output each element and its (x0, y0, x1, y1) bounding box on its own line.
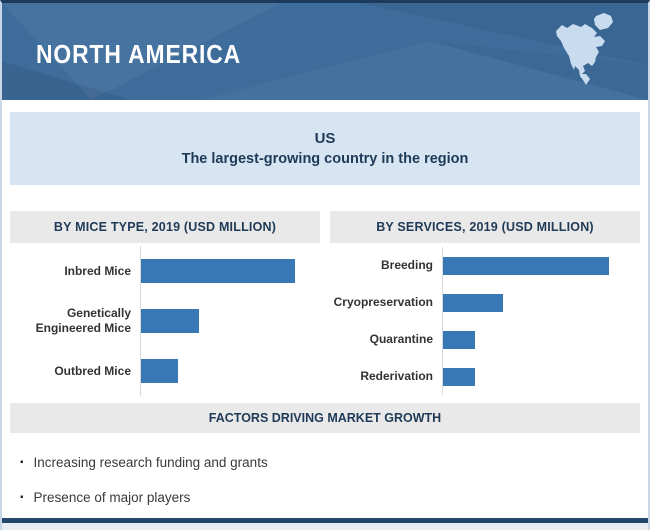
chart-bar-track (140, 346, 312, 396)
chart-category-label: Quarantine (369, 332, 433, 346)
chart-panels-row: BY MICE TYPE, 2019 (USD MILLION) Inbred … (10, 211, 640, 398)
chart-row: Genetically Engineered Mice (10, 296, 312, 346)
mice-type-panel-title: BY MICE TYPE, 2019 (USD MILLION) (10, 211, 320, 243)
chart-row: Breeding (330, 247, 632, 284)
services-bar-chart: Breeding Cryopreservation Quarantine Rederi… (330, 243, 640, 398)
factor-text: Increasing research funding and grants (33, 455, 268, 470)
chart-bar-track (140, 246, 312, 296)
chart-row: Inbred Mice (10, 246, 312, 296)
services-panel: BY SERVICES, 2019 (USD MILLION) Breeding… (330, 211, 640, 398)
mice-type-bar-chart: Inbred Mice Genetically Engineered Mice Ou… (10, 243, 320, 398)
bullet-square-icon: ▪ (20, 492, 24, 503)
chart-row: Outbred Mice (10, 346, 312, 396)
chart-bar (141, 359, 178, 383)
region-title: NORTH AMERICA (36, 39, 242, 69)
chart-category-label: Rederivation (360, 369, 433, 383)
chart-bar (443, 293, 503, 312)
factors-section-title: FACTORS DRIVING MARKET GROWTH (10, 403, 640, 433)
chart-row: Quarantine (330, 321, 632, 358)
country-name: US (314, 130, 336, 147)
chart-category-label: Cryopreservation (333, 295, 433, 309)
services-panel-title: BY SERVICES, 2019 (USD MILLION) (330, 211, 640, 243)
factor-text: Presence of major players (33, 490, 191, 505)
north-america-map-icon (556, 13, 613, 85)
bottom-margin-strip (2, 523, 648, 530)
mice-type-panel: BY MICE TYPE, 2019 (USD MILLION) Inbred … (10, 211, 320, 398)
chart-bar (141, 309, 200, 333)
bullet-square-icon: ▪ (20, 457, 24, 468)
factors-list: ▪ Increasing research funding and grants ▪… (2, 433, 648, 511)
chart-bar-track (442, 247, 632, 284)
chart-row: Cryopreservation (330, 284, 632, 321)
chart-bar-track (140, 296, 312, 346)
factor-item: ▪ Presence of major players (20, 490, 638, 505)
chart-bar (443, 367, 475, 386)
chart-category-label: Outbred Mice (54, 363, 131, 378)
chart-bar-track (442, 284, 632, 321)
chart-bar-track (442, 358, 632, 395)
chart-bar (443, 330, 475, 349)
country-subtitle: The largest-growing country in the regio… (181, 151, 469, 167)
country-highlight-box: US The largest-growing country in the re… (10, 112, 640, 185)
chart-bar-track (442, 321, 632, 358)
chart-bar (443, 256, 610, 275)
chart-category-label: Genetically Engineered Mice (35, 306, 131, 335)
factor-item: ▪ Increasing research funding and grants (20, 455, 638, 470)
chart-bar (141, 259, 295, 283)
bottom-divider-rule (2, 518, 648, 523)
chart-category-label: Inbred Mice (64, 263, 131, 278)
chart-category-label: Breeding (380, 258, 433, 272)
region-header: NORTH AMERICA (2, 3, 648, 100)
chart-row: Rederivation (330, 358, 632, 395)
